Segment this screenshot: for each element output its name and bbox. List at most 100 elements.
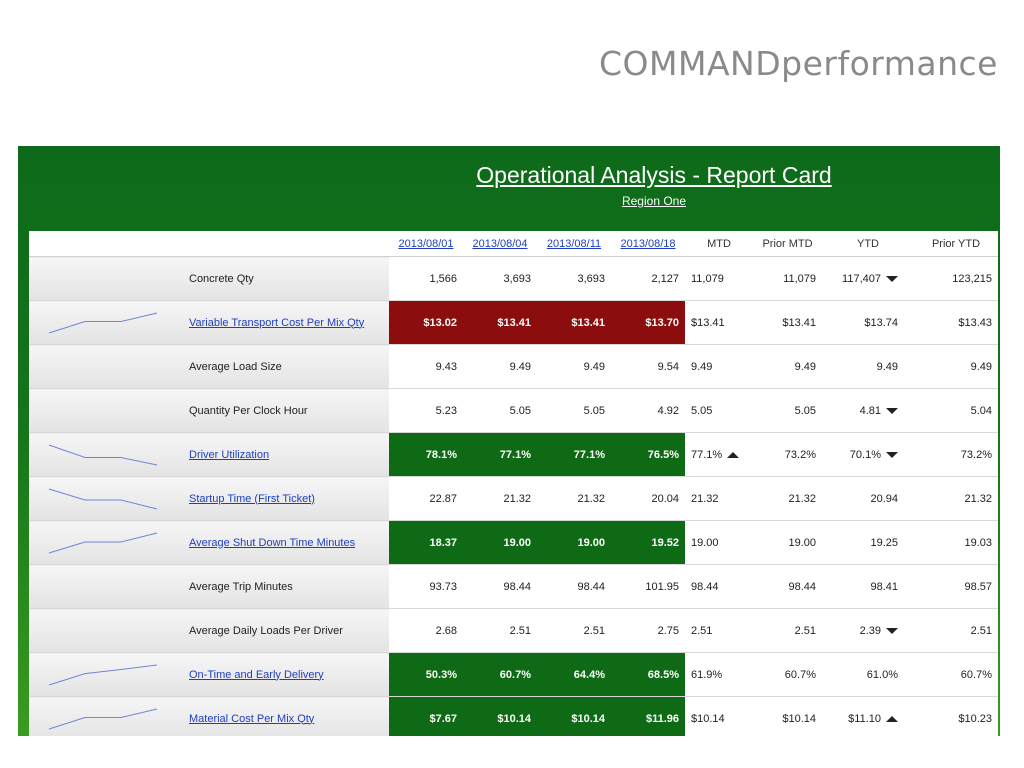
ytd-cell-value: 98.41 bbox=[870, 580, 898, 593]
table-row: Average Load Size 9.43 9.49 9.49 9.54 9.49 9.4… bbox=[29, 344, 998, 389]
period-value-cell: $13.70 bbox=[611, 300, 685, 345]
mtd-cell: 9.49 bbox=[685, 344, 753, 389]
sparkline-chart bbox=[48, 444, 158, 466]
mtd-cell-value: $13.41 bbox=[691, 316, 725, 329]
prior-mtd-cell-value: 11,079 bbox=[783, 272, 816, 285]
ytd-cell-value: 9.49 bbox=[876, 360, 898, 373]
period-value-cell: 19.00 bbox=[537, 520, 611, 565]
arrow-down-icon bbox=[886, 451, 898, 458]
mtd-cell: 5.05 bbox=[685, 388, 753, 433]
period-value-cell: 98.44 bbox=[537, 564, 611, 609]
prior-mtd-cell-value: 73.2% bbox=[784, 448, 816, 461]
prior-ytd-cell-value: 2.51 bbox=[970, 624, 992, 637]
ytd-cell: 20.94 bbox=[822, 476, 914, 521]
metric-name-cell[interactable]: Average Shut Down Time Minutes bbox=[174, 520, 389, 565]
period-value-cell: 101.95 bbox=[611, 564, 685, 609]
prior-ytd-cell: 19.03 bbox=[914, 520, 998, 565]
prior-mtd-cell: 21.32 bbox=[753, 476, 822, 521]
period-value-cell: 18.37 bbox=[389, 520, 463, 565]
table-row: Average Shut Down Time Minutes 18.37 19.00… bbox=[29, 520, 998, 565]
prior-ytd-cell-value: $10.23 bbox=[958, 712, 992, 725]
ytd-cell-value: 2.39 bbox=[859, 624, 881, 637]
metric-link[interactable]: Material Cost Per Mix Qty bbox=[189, 712, 315, 725]
period-value-cell: 22.87 bbox=[389, 476, 463, 521]
sparkline-cell bbox=[29, 432, 174, 477]
region-link[interactable]: Region One bbox=[621, 194, 687, 208]
metric-name-cell[interactable]: Driver Utilization bbox=[174, 432, 389, 477]
ytd-cell-value: 61.0% bbox=[866, 668, 898, 681]
header-date-3[interactable]: 2013/08/11 bbox=[537, 231, 611, 257]
prior-mtd-cell-value: $13.41 bbox=[782, 316, 816, 329]
prior-mtd-cell: 60.7% bbox=[753, 652, 822, 697]
prior-mtd-cell: $13.41 bbox=[753, 300, 822, 345]
sparkline-chart bbox=[48, 664, 158, 686]
prior-mtd-cell-value: 5.05 bbox=[794, 404, 816, 417]
metric-name-cell: Average Load Size bbox=[174, 344, 389, 389]
report-title-link[interactable]: Operational Analysis - Report Card bbox=[476, 162, 832, 188]
header-date-1[interactable]: 2013/08/01 bbox=[389, 231, 463, 257]
mtd-cell: 98.44 bbox=[685, 564, 753, 609]
metric-name-cell[interactable]: Material Cost Per Mix Qty bbox=[174, 696, 389, 736]
period-value-cell: 19.00 bbox=[463, 520, 537, 565]
prior-ytd-cell-value: 9.49 bbox=[970, 360, 992, 373]
brand-logo-text: COMMANDperformance bbox=[599, 44, 998, 83]
sparkline-line bbox=[48, 532, 158, 554]
ytd-cell-value: 20.94 bbox=[870, 492, 898, 505]
ytd-cell: $11.10 bbox=[822, 696, 914, 736]
period-value-cell: 93.73 bbox=[389, 564, 463, 609]
header-date-4[interactable]: 2013/08/18 bbox=[611, 231, 685, 257]
metric-link[interactable]: Startup Time (First Ticket) bbox=[189, 492, 315, 505]
prior-ytd-cell: 5.04 bbox=[914, 388, 998, 433]
mtd-cell: 77.1% bbox=[685, 432, 753, 477]
period-value-cell: 3,693 bbox=[463, 256, 537, 301]
arrow-down-icon bbox=[886, 407, 898, 414]
table-row: Driver Utilization 78.1% 77.1% 77.1% 76.5% 77… bbox=[29, 432, 998, 477]
table-row: Startup Time (First Ticket) 22.87 21.32 21.… bbox=[29, 476, 998, 521]
prior-mtd-cell-value: 60.7% bbox=[784, 668, 816, 681]
mtd-cell-value: 98.44 bbox=[691, 580, 719, 593]
metric-link[interactable]: Driver Utilization bbox=[189, 448, 270, 461]
sparkline-cell bbox=[29, 256, 174, 301]
period-value-cell: 2,127 bbox=[611, 256, 685, 301]
prior-ytd-cell-value: 19.03 bbox=[964, 536, 992, 549]
period-value-cell: 5.05 bbox=[537, 388, 611, 433]
mtd-cell-value: 77.1% bbox=[691, 448, 723, 461]
table-row: On-Time and Early Delivery 50.3% 60.7% 64.4… bbox=[29, 652, 998, 697]
period-value-cell: 77.1% bbox=[537, 432, 611, 477]
sparkline-cell bbox=[29, 608, 174, 653]
arrow-down-icon bbox=[886, 627, 898, 634]
header-metric-blank bbox=[174, 231, 389, 257]
arrow-up-icon bbox=[727, 451, 740, 458]
metric-name-cell[interactable]: Variable Transport Cost Per Mix Qty bbox=[174, 300, 389, 345]
table-row: Average Daily Loads Per Driver 2.68 2.51 2.… bbox=[29, 608, 998, 653]
period-value-cell: 77.1% bbox=[463, 432, 537, 477]
metric-link[interactable]: Variable Transport Cost Per Mix Qty bbox=[189, 316, 365, 329]
period-value-cell: 98.44 bbox=[463, 564, 537, 609]
prior-ytd-cell: 98.57 bbox=[914, 564, 998, 609]
ytd-cell: 117,407 bbox=[822, 256, 914, 301]
mtd-cell-value: 21.32 bbox=[691, 492, 719, 505]
metric-name-cell[interactable]: Startup Time (First Ticket) bbox=[174, 476, 389, 521]
table-row: Quantity Per Clock Hour 5.23 5.05 5.05 4.92 5… bbox=[29, 388, 998, 433]
ytd-cell-value: $13.74 bbox=[864, 316, 898, 329]
table-row: Material Cost Per Mix Qty $7.67 $10.14 $10.… bbox=[29, 696, 998, 736]
sparkline-chart bbox=[48, 488, 158, 510]
sparkline-cell bbox=[29, 476, 174, 521]
header-prior-mtd: Prior MTD bbox=[753, 231, 822, 257]
prior-mtd-cell-value: $10.14 bbox=[782, 712, 816, 725]
sparkline-cell bbox=[29, 520, 174, 565]
sparkline-cell bbox=[29, 652, 174, 697]
metric-link[interactable]: On-Time and Early Delivery bbox=[189, 668, 324, 681]
sparkline-line bbox=[48, 444, 158, 466]
prior-ytd-cell: 73.2% bbox=[914, 432, 998, 477]
period-value-cell: 64.4% bbox=[537, 652, 611, 697]
report-card-table: 2013/08/01 2013/08/04 2013/08/11 2013/08… bbox=[29, 231, 998, 736]
header-date-2[interactable]: 2013/08/04 bbox=[463, 231, 537, 257]
header-prior-ytd: Prior YTD bbox=[914, 231, 998, 257]
prior-ytd-cell: $10.23 bbox=[914, 696, 998, 736]
metric-name-cell[interactable]: On-Time and Early Delivery bbox=[174, 652, 389, 697]
prior-mtd-cell-value: 98.44 bbox=[788, 580, 816, 593]
metric-link[interactable]: Average Shut Down Time Minutes bbox=[189, 536, 356, 549]
sparkline-line bbox=[48, 708, 158, 730]
prior-ytd-cell-value: 123,215 bbox=[952, 272, 992, 285]
